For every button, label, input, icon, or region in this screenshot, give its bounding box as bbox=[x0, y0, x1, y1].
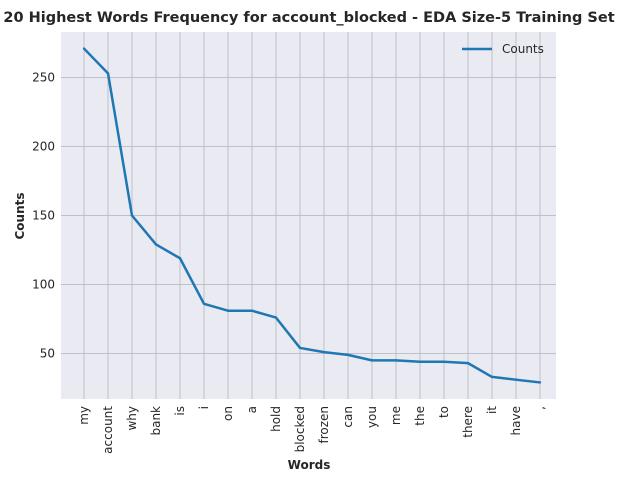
x-tick-label: to bbox=[437, 406, 451, 418]
x-tick-label: , bbox=[533, 406, 547, 410]
y-tick-label: 100 bbox=[32, 277, 55, 291]
y-tick-label: 250 bbox=[32, 71, 55, 85]
data-point bbox=[250, 309, 254, 312]
y-axis-label: Counts bbox=[13, 192, 27, 239]
x-tick-label: bank bbox=[149, 406, 163, 436]
data-point bbox=[514, 378, 518, 381]
data-point bbox=[490, 375, 494, 379]
x-tick-label: there bbox=[461, 406, 475, 438]
x-tick-labels: my account why bank is i on a hold blocked frozen c… bbox=[77, 406, 547, 454]
x-tick-label: have bbox=[509, 406, 523, 435]
x-tick-label: is bbox=[173, 406, 187, 416]
data-point bbox=[154, 243, 158, 246]
legend: Counts bbox=[462, 42, 544, 56]
data-point bbox=[442, 360, 446, 363]
y-tick-label: 150 bbox=[32, 209, 55, 223]
data-point bbox=[82, 47, 86, 50]
y-tick-label: 200 bbox=[32, 140, 55, 154]
x-tick-label: account bbox=[101, 406, 115, 454]
data-point bbox=[226, 309, 230, 312]
x-tick-label: can bbox=[341, 406, 355, 428]
chart-title: 20 Highest Words Frequency for account_b… bbox=[3, 10, 614, 26]
x-tick-label: why bbox=[125, 406, 139, 431]
data-point bbox=[178, 257, 182, 260]
data-point bbox=[418, 360, 422, 363]
data-point bbox=[202, 302, 206, 306]
x-tick-label: it bbox=[485, 406, 499, 414]
x-tick-label: a bbox=[245, 406, 259, 413]
grid bbox=[61, 32, 556, 399]
x-tick-label: you bbox=[365, 406, 379, 428]
legend-label: Counts bbox=[502, 42, 544, 56]
data-point bbox=[370, 359, 374, 362]
y-tick-labels: 50 100 150 200 250 bbox=[32, 71, 55, 361]
data-point bbox=[106, 72, 110, 75]
x-tick-label: my bbox=[77, 406, 91, 425]
x-tick-label: on bbox=[221, 406, 235, 421]
series-layer bbox=[82, 47, 542, 384]
x-axis-label: Words bbox=[288, 458, 331, 472]
data-point bbox=[394, 359, 398, 362]
data-point bbox=[130, 214, 134, 217]
data-point bbox=[274, 316, 278, 319]
x-tick-label: frozen bbox=[317, 406, 331, 444]
series-line-counts bbox=[83, 47, 541, 384]
data-point bbox=[538, 381, 542, 384]
x-tick-label: blocked bbox=[293, 406, 307, 452]
y-tick-label: 50 bbox=[40, 346, 55, 360]
data-point bbox=[322, 350, 326, 354]
data-point bbox=[298, 346, 302, 350]
x-tick-label: the bbox=[413, 406, 427, 426]
x-tick-label: i bbox=[197, 406, 211, 409]
x-tick-label: me bbox=[389, 406, 403, 425]
data-point bbox=[466, 361, 470, 365]
data-point bbox=[346, 353, 350, 357]
x-tick-label: hold bbox=[269, 406, 283, 432]
